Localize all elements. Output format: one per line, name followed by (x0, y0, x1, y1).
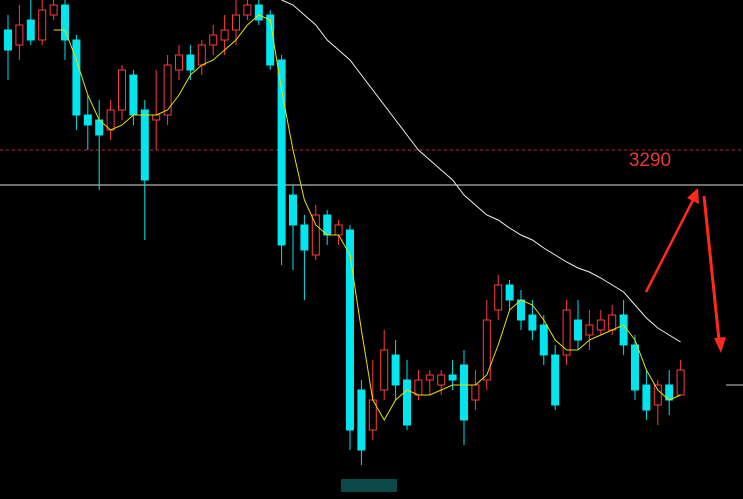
candle-body (140, 109, 149, 181)
arrows (644, 188, 726, 353)
candle-body (26, 19, 35, 41)
candle-body (49, 4, 58, 16)
candle-body (619, 314, 628, 346)
candle-body (391, 354, 400, 386)
candle-body (608, 314, 617, 331)
candle-body (346, 229, 354, 431)
arrow-up (644, 199, 695, 293)
arrow-down (702, 195, 721, 341)
candle-body (323, 214, 332, 236)
candle-body (197, 44, 206, 66)
candle-body (494, 284, 503, 311)
candle-body (209, 34, 218, 46)
candle-body (596, 319, 605, 331)
candle-body (163, 64, 172, 116)
candle-body (277, 59, 286, 246)
candle-body (482, 319, 491, 381)
candle-body (243, 4, 252, 16)
candle-body (403, 379, 411, 426)
candle-body (642, 384, 651, 411)
candle-body (4, 29, 12, 51)
candle-body (425, 374, 434, 381)
candle-body (232, 14, 240, 31)
candle-body (528, 314, 537, 331)
candle-body (460, 364, 468, 421)
candle-body (574, 319, 582, 341)
candle-body (38, 9, 47, 41)
candle-body (631, 344, 639, 391)
candle-body (448, 374, 457, 381)
candle-body (505, 284, 514, 301)
candle-body (539, 324, 548, 356)
arrow-head (714, 337, 726, 353)
candle-body (83, 114, 92, 126)
candle-body (585, 324, 594, 336)
blurred-label (341, 479, 397, 492)
candle-body (471, 384, 480, 401)
moving-average (281, 0, 681, 343)
candle-body (106, 109, 115, 131)
candle-body (175, 54, 183, 71)
candle-body (517, 299, 525, 321)
candle-body (414, 379, 423, 396)
moving-average (53, 14, 681, 422)
candle-body (380, 349, 389, 391)
candle-body (311, 214, 320, 256)
candle-body (129, 74, 138, 116)
candle-body (289, 194, 297, 226)
candle-body (300, 224, 309, 251)
candle-body (15, 24, 24, 46)
candle-body (72, 39, 81, 116)
candle-body (254, 4, 263, 21)
candle-body (551, 354, 560, 406)
candle-body (437, 374, 446, 386)
candle-body (186, 54, 195, 71)
candle-body (118, 69, 126, 111)
candle-body (152, 114, 161, 121)
arrow-head (687, 188, 699, 204)
candle-body (334, 224, 343, 236)
level-label: 3290 (629, 150, 671, 171)
candle-body (61, 4, 69, 41)
candle-body (357, 389, 366, 451)
candle-body (220, 29, 229, 41)
candle-body (676, 369, 685, 396)
candle-body (653, 384, 662, 406)
candle-body (562, 309, 571, 356)
